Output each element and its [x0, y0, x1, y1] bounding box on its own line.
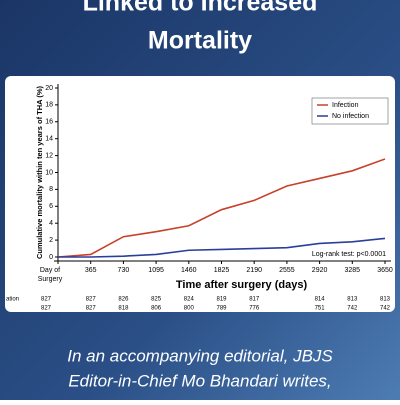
- risk-number: 827: [41, 306, 52, 312]
- y-axis-label: Cumulative mortality within ten years of…: [35, 85, 44, 259]
- chart: 0 2 4 6 8 10 12 14 16 18 20 Day of Surgery 365 730 1095…: [6, 84, 393, 312]
- series-line: [58, 237, 386, 258]
- risk-number: 817: [249, 297, 260, 303]
- annotation: Log-rank test: p<0.0001: [312, 251, 386, 258]
- risk-number: 818: [118, 306, 129, 312]
- legend-box: [311, 97, 389, 125]
- y-tick-label: 12: [45, 152, 53, 159]
- footer-line: Editor-in-Chief Mo Bhandari writes,: [68, 371, 331, 390]
- series-line: [57, 158, 386, 258]
- risk-number: 789: [216, 306, 227, 312]
- chart-card: [5, 76, 395, 312]
- risk-number: 827: [86, 306, 97, 312]
- risk-number: 814: [315, 297, 326, 303]
- y-tick-label: 2: [49, 237, 53, 244]
- risk-number: 826: [118, 297, 129, 303]
- y-tick-label: 18: [45, 102, 53, 109]
- x-tick-label: 2555: [279, 267, 295, 274]
- x-tick-label: 1825: [214, 267, 230, 274]
- risk-number: 827: [41, 297, 52, 303]
- x-tick-label: Day of Surgery: [38, 267, 63, 283]
- y-tick-label: 10: [45, 169, 53, 176]
- risk-number: 800: [184, 306, 195, 312]
- risk-number: 742: [380, 306, 391, 312]
- risk-number: 813: [380, 297, 391, 303]
- y-tick-label: 4: [49, 220, 53, 227]
- x-tick-label: 1095: [148, 267, 164, 274]
- x-tick-label: 1460: [181, 267, 197, 274]
- x-tick-label: 365: [85, 267, 97, 274]
- legend-label: No infection: [332, 113, 369, 120]
- risk-number: 824: [184, 297, 195, 303]
- y-tick-label: 0: [49, 254, 53, 261]
- risk-number: 819: [216, 297, 227, 303]
- y-tick-label: 8: [49, 186, 53, 193]
- footer-line: In an accompanying editorial, JBJS: [67, 346, 333, 365]
- risk-number: 825: [151, 297, 162, 303]
- x-tick-label: 3285: [345, 267, 361, 274]
- risk-number: 813: [347, 297, 358, 303]
- title-line: Linked to Increased: [83, 0, 318, 17]
- risk-number: 776: [249, 306, 260, 312]
- risk-number: 742: [347, 306, 358, 312]
- risk-label: ation: [6, 297, 19, 303]
- legend-label: Infection: [332, 102, 359, 109]
- x-axis-label: Time after surgery (days): [176, 279, 308, 291]
- y-tick-label: 16: [45, 119, 53, 126]
- x-tick-label: 2920: [312, 267, 328, 274]
- title-line: Mortality: [148, 27, 252, 55]
- y-tick-label: 20: [45, 85, 53, 92]
- risk-number: 827: [86, 297, 97, 303]
- y-tick-label: 14: [45, 136, 53, 143]
- y-tick-label: 6: [49, 203, 53, 210]
- risk-number: 751: [315, 306, 326, 312]
- x-tick-label: 2190: [246, 267, 262, 274]
- risk-number: 806: [151, 306, 162, 312]
- x-tick-label: 3650: [377, 267, 393, 274]
- x-tick-label: 730: [118, 267, 130, 274]
